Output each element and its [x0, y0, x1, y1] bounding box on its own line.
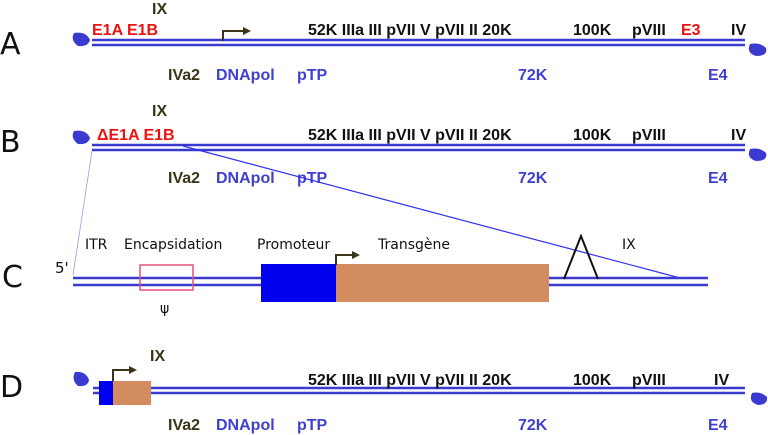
terminal-protein-left [72, 130, 90, 145]
late-genes: 52K IIIa III pVII V pVII II 20K [308, 372, 512, 389]
zoom-guide-line [72, 150, 93, 276]
promoter-arrow-icon [112, 369, 132, 381]
row-letter: B [0, 125, 21, 160]
promoter-block [99, 381, 113, 405]
row-c: C 5' ψ ITR Encapsidation Promoteur Trans… [2, 233, 708, 317]
ix-label: IX [622, 237, 636, 253]
row-b: B IX ΔE1A E1B 52K IIIa III pVII V pVII I… [0, 103, 767, 279]
gene-dnapol: DNApol [216, 417, 275, 434]
gene-e4: E4 [708, 67, 728, 84]
transgene-block [113, 381, 151, 405]
gene-pviii: pVIII [632, 127, 666, 144]
gene-dnapol: DNApol [216, 67, 275, 84]
terminal-protein-left [72, 32, 90, 47]
gene-ptp: pTP [297, 67, 328, 84]
gene-pviii: pVIII [632, 372, 666, 389]
row-d: D IX 52K IIIa III pVII V pVII II 20K 100… [0, 348, 768, 434]
row-letter: D [0, 370, 23, 405]
gene-iv: IV [731, 22, 746, 39]
gene-100k: 100K [573, 372, 612, 389]
gene-72k: 72K [518, 170, 548, 187]
gene-e1: E1A E1B [92, 22, 158, 39]
psi-label: ψ [160, 301, 169, 317]
promoteur-label: Promoteur [257, 237, 330, 253]
encapsidation-signal-box [139, 264, 194, 291]
arrowhead-icon [129, 366, 137, 374]
terminal-protein-right [748, 148, 767, 161]
gene-iva2: IVa2 [168, 170, 200, 187]
gene-iv: IV [714, 372, 729, 389]
gene-e1-deleted: ΔE1A E1B [97, 127, 175, 144]
gene-72k: 72K [518, 417, 548, 434]
promoter-arrow-icon [222, 30, 246, 41]
gene-e4: E4 [708, 417, 728, 434]
gene-iva2: IVa2 [168, 67, 200, 84]
row-letter: A [0, 27, 21, 62]
gene-dnapol: DNApol [216, 170, 275, 187]
terminal-protein-left [73, 371, 89, 387]
ix-insertion-triangle [563, 233, 599, 280]
transgene-label: Transgène [377, 237, 450, 253]
late-genes: 52K IIIa III pVII V pVII II 20K [308, 127, 512, 144]
gene-100k: 100K [573, 22, 612, 39]
gene-72k: 72K [518, 67, 548, 84]
gene-ptp: pTP [297, 417, 328, 434]
gene-e4: E4 [708, 170, 728, 187]
gene-iv: IV [731, 127, 746, 144]
gene-pviii: pVIII [632, 22, 666, 39]
zoom-guide-line [182, 145, 681, 279]
transgene-block [336, 264, 549, 302]
gene-100k: 100K [573, 127, 612, 144]
late-genes: 52K IIIa III pVII V pVII II 20K [308, 22, 512, 39]
promoter-block [261, 264, 336, 302]
encapsidation-label: Encapsidation [124, 237, 222, 253]
gene-ptp: pTP [297, 170, 328, 187]
row-letter: C [2, 260, 23, 295]
gene-iva2: IVa2 [168, 417, 200, 434]
five-prime-label: 5' [55, 259, 69, 277]
promoter-arrow-icon [335, 254, 355, 265]
gene-ix: IX [152, 1, 167, 18]
arrowhead-icon [352, 251, 360, 259]
row-a: A IX E1A E1B 52K IIIa III pVII V pVII II… [0, 1, 767, 84]
itr-label: ITR [85, 237, 108, 253]
gene-ix: IX [150, 348, 165, 365]
terminal-protein-right [748, 43, 767, 56]
gene-ix: IX [152, 103, 167, 120]
gene-e3: E3 [681, 22, 701, 39]
arrowhead-icon [243, 27, 251, 35]
terminal-protein-right [750, 392, 768, 405]
